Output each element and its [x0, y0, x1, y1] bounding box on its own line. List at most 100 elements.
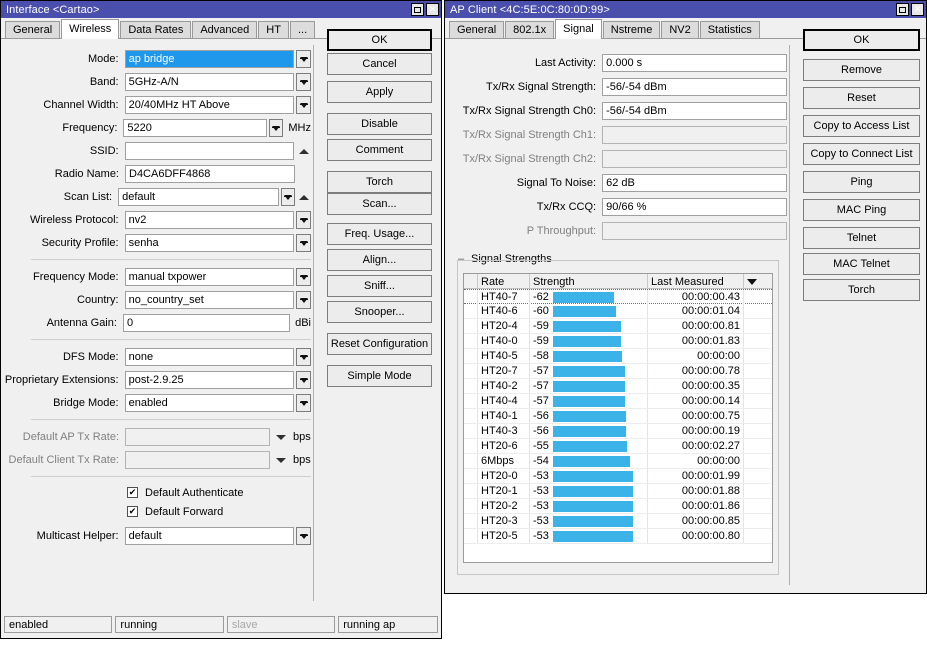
column-header-last-measured[interactable]: Last Measured — [648, 274, 744, 289]
button-copy-to-connect-list[interactable]: Copy to Connect List — [803, 143, 920, 165]
table-row[interactable]: HT40-6 -60 00:00:01.04 — [464, 304, 772, 319]
dropdown-arrow-icon[interactable] — [296, 371, 311, 389]
button-mac-ping[interactable]: MAC Ping — [803, 199, 920, 221]
column-header-rate[interactable]: Rate — [478, 274, 530, 289]
button-comment[interactable]: Comment — [327, 139, 432, 161]
tab-nv2[interactable]: NV2 — [661, 21, 699, 38]
dropdown-arrow-icon[interactable] — [268, 119, 284, 137]
signal-strengths-table[interactable]: Rate Strength Last Measured HT40-7 -62 00:00:… — [463, 273, 773, 563]
input-wireless-protocol[interactable]: nv2 — [124, 211, 295, 229]
tab-advanced[interactable]: Advanced — [192, 21, 258, 38]
tab-data-rates[interactable]: Data Rates — [120, 21, 192, 38]
input-radio-name[interactable]: D4CA6DFF4868 — [125, 165, 295, 183]
button-reset[interactable]: Reset — [803, 87, 920, 109]
dropdown-arrow-icon[interactable] — [296, 291, 311, 309]
dropdown-arrow-icon[interactable] — [296, 348, 311, 366]
button-sniff[interactable]: Sniff... — [327, 275, 432, 297]
table-row[interactable]: HT40-3 -56 00:00:00.19 — [464, 424, 772, 439]
table-row[interactable]: HT20-7 -57 00:00:00.78 — [464, 364, 772, 379]
table-row[interactable]: HT40-4 -57 00:00:00.14 — [464, 394, 772, 409]
column-header-strength[interactable]: Strength — [530, 274, 648, 289]
input-channel-width[interactable]: 20/40MHz HT Above — [124, 96, 295, 114]
table-row[interactable]: HT40-5 -58 00:00:00 — [464, 349, 772, 364]
button-freq-usage[interactable]: Freq. Usage... — [327, 223, 432, 245]
table-row[interactable]: HT20-5 -53 00:00:00.80 — [464, 529, 772, 544]
tab-statistics[interactable]: Statistics — [699, 21, 760, 38]
close-icon[interactable]: ✕ — [911, 3, 924, 16]
button-telnet[interactable]: Telnet — [803, 227, 920, 249]
dropdown-arrow-icon[interactable] — [296, 96, 311, 114]
dropdown-arrow-icon[interactable] — [296, 394, 311, 412]
button-copy-to-access-list[interactable]: Copy to Access List — [803, 115, 920, 137]
table-row[interactable]: HT20-2 -53 00:00:01.86 — [464, 499, 772, 514]
input-default-client-tx-rate[interactable] — [125, 451, 270, 469]
column-header-blank[interactable] — [464, 274, 478, 289]
table-row[interactable]: HT20-0 -53 00:00:01.99 — [464, 469, 772, 484]
ap-client-window[interactable]: AP Client <4C:5E:0C:80:0D:99> ✕ General 8… — [444, 0, 927, 594]
dropdown-arrow-icon[interactable] — [296, 211, 311, 229]
dropdown-arrow-icon[interactable] — [296, 268, 311, 286]
button-snooper[interactable]: Snooper... — [327, 301, 432, 323]
button-torch[interactable]: Torch — [327, 171, 432, 193]
button-align[interactable]: Align... — [327, 249, 432, 271]
input-frequency-mode[interactable]: manual txpower — [124, 268, 295, 286]
input-country[interactable]: no_country_set — [124, 291, 295, 309]
tab-nstreme[interactable]: Nstreme — [602, 21, 661, 38]
table-row[interactable]: HT20-6 -55 00:00:02.27 — [464, 439, 772, 454]
button-scan[interactable]: Scan... — [327, 193, 432, 215]
button-disable[interactable]: Disable — [327, 113, 432, 135]
chevron-down-icon[interactable] — [274, 451, 288, 469]
checkbox-row-default-authenticate[interactable]: ✔ Default Authenticate — [1, 484, 311, 501]
input-proprietary-extensions[interactable]: post-2.9.25 — [124, 371, 295, 389]
interface-titlebar[interactable]: Interface <Cartao> ✕ — [1, 1, 441, 18]
maximize-icon[interactable] — [411, 3, 424, 16]
ap-client-window-controls[interactable]: ✕ — [896, 3, 924, 16]
input-default-ap-tx-rate[interactable] — [125, 428, 270, 446]
button-mac-telnet[interactable]: MAC Telnet — [803, 253, 920, 275]
table-row[interactable]: HT20-1 -53 00:00:01.88 — [464, 484, 772, 499]
button-reset-configuration[interactable]: Reset Configuration — [327, 333, 432, 355]
input-bridge-mode[interactable]: enabled — [124, 394, 295, 412]
tab-general[interactable]: General — [449, 21, 505, 38]
caret-up-icon[interactable] — [298, 188, 311, 206]
table-row[interactable]: HT40-0 -59 00:00:01.83 — [464, 334, 772, 349]
dropdown-arrow-icon[interactable] — [296, 50, 311, 68]
interface-window-controls[interactable]: ✕ — [411, 3, 439, 16]
input-ssid[interactable] — [124, 142, 295, 160]
input-security-profile[interactable]: senha — [124, 234, 295, 252]
input-frequency[interactable]: 5220 — [123, 119, 267, 137]
tab-802-1x[interactable]: 802.1x — [505, 21, 555, 38]
column-menu-icon[interactable] — [747, 278, 757, 285]
table-row[interactable]: HT40-2 -57 00:00:00.35 — [464, 379, 772, 394]
ap-client-titlebar[interactable]: AP Client <4C:5E:0C:80:0D:99> ✕ — [445, 1, 926, 18]
button-ping[interactable]: Ping — [803, 171, 920, 193]
button-torch[interactable]: Torch — [803, 279, 920, 301]
dropdown-arrow-icon[interactable] — [280, 188, 295, 206]
caret-up-icon[interactable] — [297, 142, 311, 160]
button-apply[interactable]: Apply — [327, 81, 432, 103]
interface-tab-bar[interactable]: General Wireless Data Rates Advanced HT... — [1, 18, 441, 39]
interface-window[interactable]: Interface <Cartao> ✕ General Wireless Data… — [0, 0, 442, 639]
input-multicast-helper[interactable]: default — [124, 527, 295, 545]
checkbox-default-authenticate[interactable]: ✔ — [127, 487, 138, 498]
tab-ht[interactable]: HT — [258, 21, 289, 38]
maximize-icon[interactable] — [896, 3, 909, 16]
dropdown-arrow-icon[interactable] — [296, 527, 311, 545]
table-row[interactable]: 6Mbps -54 00:00:00 — [464, 454, 772, 469]
button-cancel[interactable]: Cancel — [327, 53, 432, 75]
table-row[interactable]: HT20-4 -59 00:00:00.81 — [464, 319, 772, 334]
dropdown-arrow-icon[interactable] — [296, 73, 311, 91]
table-row[interactable]: HT20-3 -53 00:00:00.85 — [464, 514, 772, 529]
checkbox-row-default-forward[interactable]: ✔ Default Forward — [1, 503, 311, 520]
input-mode[interactable]: ap bridge — [124, 50, 295, 68]
table-row[interactable]: HT40-7 -62 00:00:00.43 — [464, 289, 772, 304]
close-icon[interactable]: ✕ — [426, 3, 439, 16]
tab-general[interactable]: General — [5, 21, 61, 38]
chevron-down-icon[interactable] — [274, 428, 288, 446]
button-simple-mode[interactable]: Simple Mode — [327, 365, 432, 387]
button-remove[interactable]: Remove — [803, 59, 920, 81]
input-dfs-mode[interactable]: none — [124, 348, 295, 366]
table-row[interactable]: HT40-1 -56 00:00:00.75 — [464, 409, 772, 424]
button-ok[interactable]: OK — [327, 29, 432, 51]
input-antenna-gain[interactable]: 0 — [122, 314, 291, 332]
